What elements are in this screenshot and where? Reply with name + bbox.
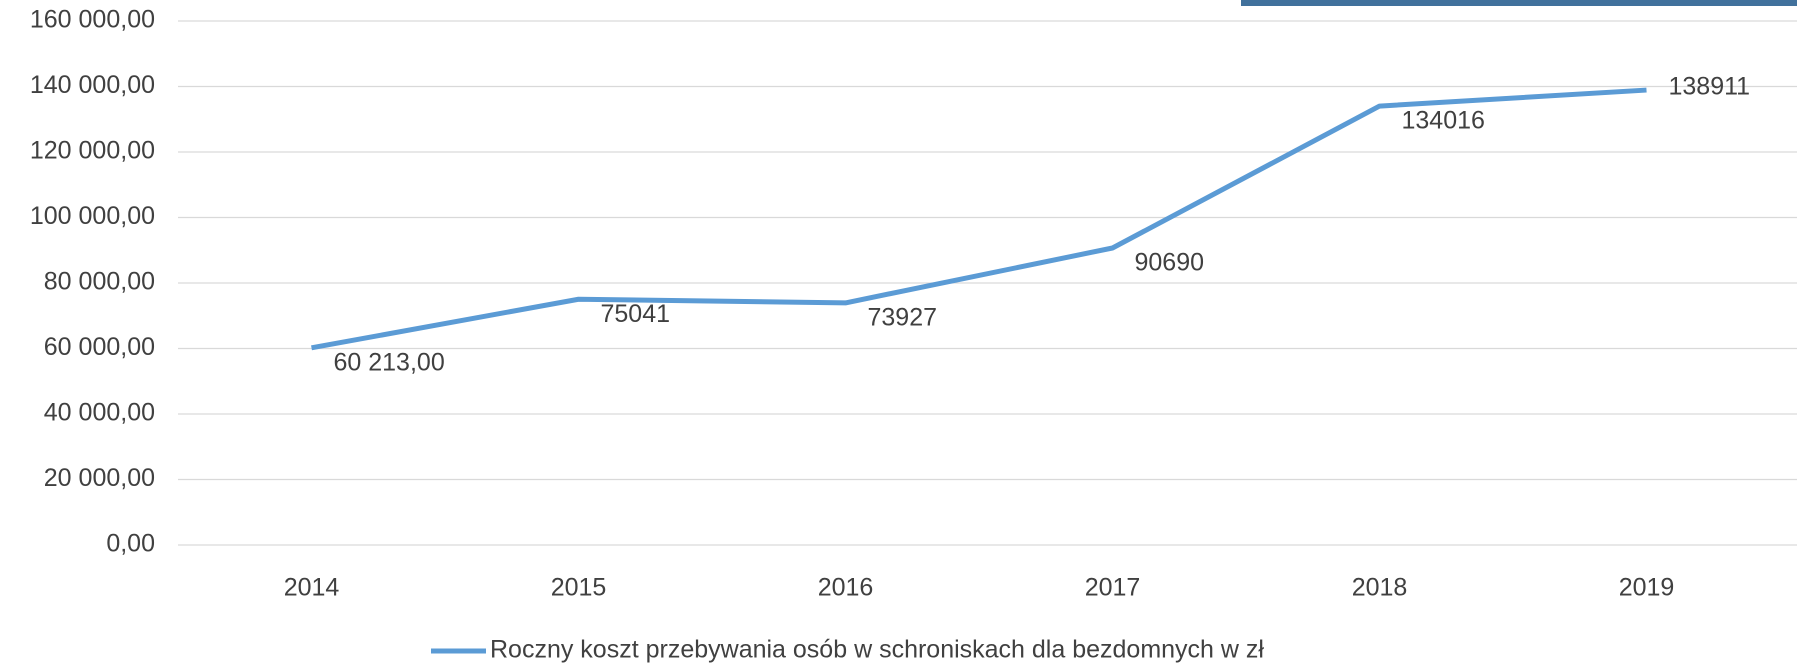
data-label: 134016 <box>1402 107 1485 135</box>
data-label: 90690 <box>1135 249 1205 277</box>
x-tick-label: 2018 <box>1352 574 1408 602</box>
y-tick-label: 0,00 <box>106 530 155 558</box>
data-label: 73927 <box>868 303 938 331</box>
x-tick-label: 2014 <box>284 574 340 602</box>
y-tick-label: 160 000,00 <box>30 6 155 34</box>
y-tick-label: 80 000,00 <box>44 268 155 296</box>
y-tick-label: 100 000,00 <box>30 202 155 230</box>
x-tick-label: 2015 <box>551 574 607 602</box>
y-tick-label: 120 000,00 <box>30 137 155 165</box>
y-tick-label: 20 000,00 <box>44 464 155 492</box>
y-tick-label: 140 000,00 <box>30 71 155 99</box>
data-label: 60 213,00 <box>334 348 445 376</box>
data-line <box>311 87 1647 351</box>
legend-label: Roczny koszt przebywania osób w schronis… <box>490 636 1264 664</box>
data-label: 138911 <box>1669 73 1751 101</box>
y-tick-label: 40 000,00 <box>44 399 155 427</box>
x-tick-label: 2017 <box>1085 574 1141 602</box>
header-bar <box>1241 0 1797 6</box>
data-label: 75041 <box>601 300 671 328</box>
y-tick-label: 60 000,00 <box>44 333 155 361</box>
x-tick-label: 2016 <box>818 574 874 602</box>
x-tick-label: 2019 <box>1619 574 1675 602</box>
